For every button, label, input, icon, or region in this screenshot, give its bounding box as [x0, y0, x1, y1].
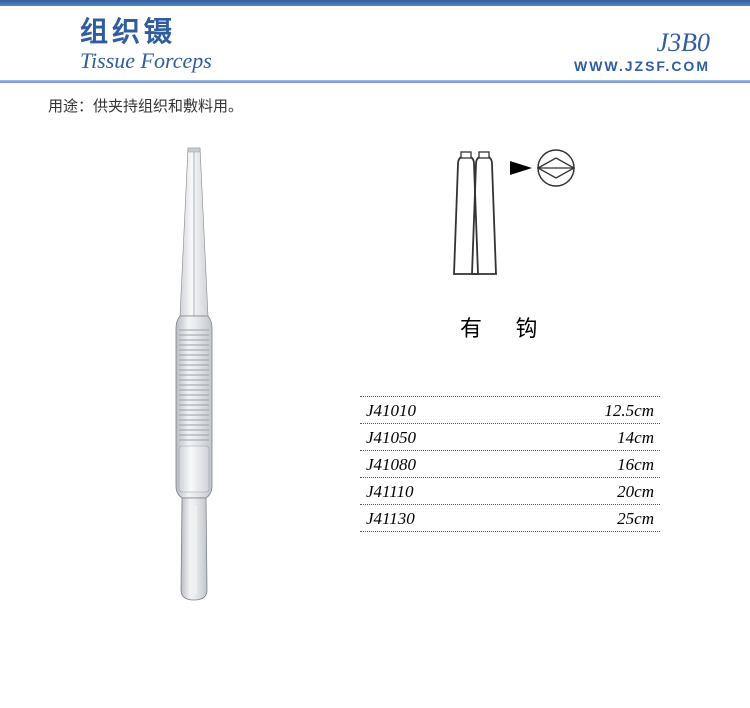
spec-code: J41110 — [366, 482, 414, 502]
spec-size: 16cm — [617, 455, 654, 475]
spec-code: J41010 — [366, 401, 416, 421]
tip-type-label: 有 钩 — [460, 311, 552, 343]
spec-size: 14cm — [617, 428, 654, 448]
website-url: WWW.JZSF.COM — [574, 58, 710, 74]
page-header: 组织镊 Tissue Forceps J3B0 WWW.JZSF.COM — [0, 6, 750, 78]
spec-size: 25cm — [617, 509, 654, 529]
title-chinese: 组织镊 — [80, 10, 212, 50]
spec-code: J41080 — [366, 455, 416, 475]
title-english: Tissue Forceps — [80, 48, 212, 74]
title-block: 组织镊 Tissue Forceps — [80, 10, 212, 74]
spec-size: 20cm — [617, 482, 654, 502]
spec-code: J41050 — [366, 428, 416, 448]
header-right: J3B0 WWW.JZSF.COM — [574, 10, 710, 74]
spec-row: J41010 12.5cm — [360, 396, 660, 423]
forceps-illustration — [150, 146, 240, 606]
spec-code: J41130 — [366, 509, 415, 529]
content-area: 有 钩 J41010 12.5cm J41050 14cm J41080 16c… — [0, 116, 750, 676]
spec-row: J41080 16cm — [360, 450, 660, 477]
spec-row: J41130 25cm — [360, 504, 660, 532]
spec-table: J41010 12.5cm J41050 14cm J41080 16cm J4… — [360, 396, 660, 532]
spec-row: J41050 14cm — [360, 423, 660, 450]
tip-detail-illustration — [440, 146, 600, 286]
usage-text: 用途：供夹持组织和敷料用。 — [0, 83, 750, 116]
product-code: J3B0 — [574, 28, 710, 58]
spec-size: 12.5cm — [604, 401, 654, 421]
spec-row: J41110 20cm — [360, 477, 660, 504]
